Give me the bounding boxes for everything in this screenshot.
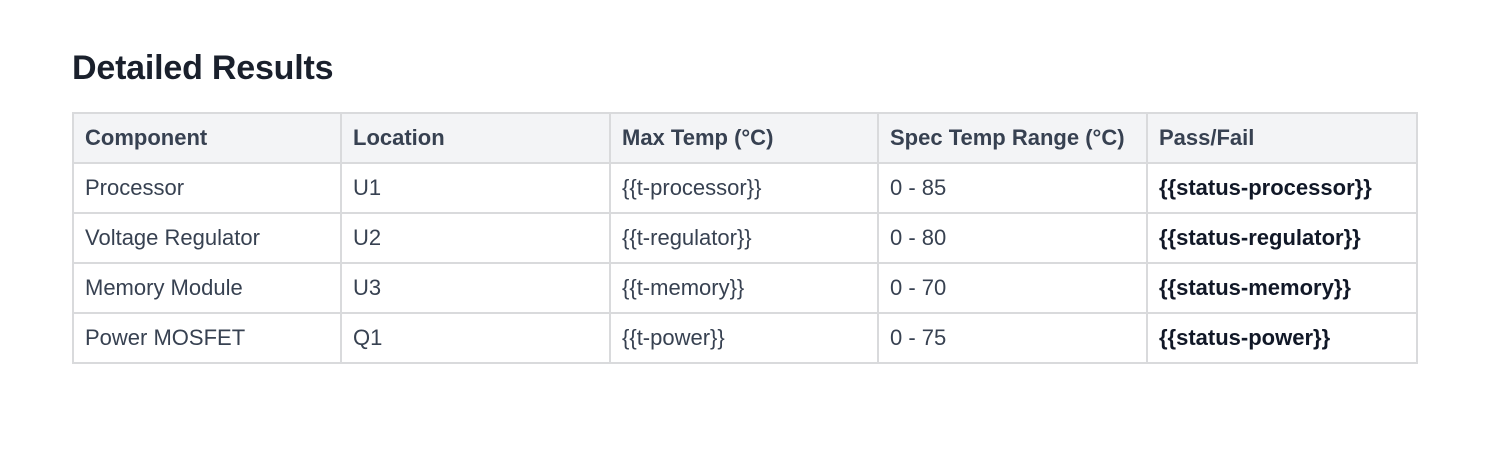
cell-location: U2 bbox=[340, 212, 611, 264]
cell-spec-range: 0 - 80 bbox=[877, 212, 1148, 264]
cell-component: Voltage Regulator bbox=[72, 212, 342, 264]
cell-max-temp: {{t-power}} bbox=[609, 312, 879, 364]
table-row: Voltage Regulator U2 {{t-regulator}} 0 -… bbox=[72, 212, 1418, 264]
table-row: Memory Module U3 {{t-memory}} 0 - 70 {{s… bbox=[72, 262, 1418, 314]
cell-spec-range: 0 - 85 bbox=[877, 162, 1148, 214]
table-row: Power MOSFET Q1 {{t-power}} 0 - 75 {{sta… bbox=[72, 312, 1418, 364]
section-title: Detailed Results bbox=[72, 49, 334, 87]
table-row: Processor U1 {{t-processor}} 0 - 85 {{st… bbox=[72, 162, 1418, 214]
cell-spec-range: 0 - 75 bbox=[877, 312, 1148, 364]
cell-pass-fail: {{status-processor}} bbox=[1146, 162, 1418, 214]
cell-pass-fail: {{status-power}} bbox=[1146, 312, 1418, 364]
results-table: Component Location Max Temp (°C) Spec Te… bbox=[72, 112, 1418, 364]
cell-spec-range: 0 - 70 bbox=[877, 262, 1148, 314]
column-header-pass-fail: Pass/Fail bbox=[1146, 112, 1418, 164]
column-header-location: Location bbox=[340, 112, 611, 164]
cell-location: U1 bbox=[340, 162, 611, 214]
cell-component: Memory Module bbox=[72, 262, 342, 314]
detailed-results-section: Detailed Results Component Location Max … bbox=[72, 44, 1418, 364]
cell-location: Q1 bbox=[340, 312, 611, 364]
column-header-component: Component bbox=[72, 112, 342, 164]
cell-max-temp: {{t-memory}} bbox=[609, 262, 879, 314]
column-header-spec-temp-range: Spec Temp Range (°C) bbox=[877, 112, 1148, 164]
column-header-max-temp: Max Temp (°C) bbox=[609, 112, 879, 164]
cell-component: Processor bbox=[72, 162, 342, 214]
cell-max-temp: {{t-processor}} bbox=[609, 162, 879, 214]
cell-max-temp: {{t-regulator}} bbox=[609, 212, 879, 264]
cell-pass-fail: {{status-memory}} bbox=[1146, 262, 1418, 314]
cell-component: Power MOSFET bbox=[72, 312, 342, 364]
cell-pass-fail: {{status-regulator}} bbox=[1146, 212, 1418, 264]
table-header-row: Component Location Max Temp (°C) Spec Te… bbox=[72, 112, 1418, 164]
cell-location: U3 bbox=[340, 262, 611, 314]
